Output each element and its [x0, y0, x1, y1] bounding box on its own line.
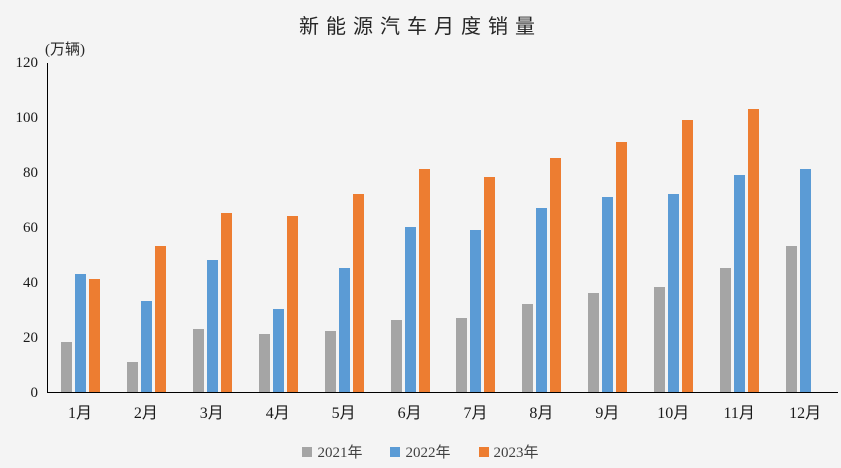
legend-swatch-icon	[478, 446, 489, 457]
bar-2022年-2月	[141, 301, 153, 392]
y-tick-label: 60	[23, 220, 38, 236]
bar-group-6月	[377, 63, 443, 392]
bar-group-9月	[575, 63, 641, 392]
bar-2021年-4月	[258, 334, 270, 392]
y-tick-label: 0	[30, 385, 39, 401]
bar-2023年-3月	[221, 213, 233, 392]
bar-2022年-1月	[75, 274, 87, 392]
bar-2022年-5月	[338, 268, 350, 392]
bar-2022年-7月	[470, 230, 482, 392]
bar-2023年-2月	[155, 246, 167, 392]
bar-group-8月	[509, 63, 575, 392]
bar-2021年-6月	[390, 320, 402, 392]
bar-2021年-2月	[127, 362, 139, 392]
bar-group-11月	[706, 63, 772, 392]
bar-group-3月	[180, 63, 246, 392]
plot-area	[47, 63, 838, 393]
legend-swatch-icon	[302, 446, 313, 457]
x-tick-label: 3月	[199, 405, 224, 422]
bar-2021年-1月	[61, 342, 73, 392]
legend-swatch-icon	[390, 446, 401, 457]
bar-group-2月	[114, 63, 180, 392]
bar-2021年-10月	[653, 287, 665, 392]
x-tick-label: 11月	[723, 405, 755, 422]
chart-title: 新能源汽车月度销量	[299, 16, 542, 38]
x-tick-label: 1月	[67, 405, 92, 422]
bar-2023年-1月	[89, 279, 101, 392]
bar-2021年-3月	[193, 329, 205, 392]
bar-2022年-12月	[799, 169, 811, 392]
legend-label: 2023年	[493, 445, 539, 461]
bar-group-10月	[640, 63, 706, 392]
bar-2022年-11月	[733, 175, 745, 392]
bar-group-5月	[311, 63, 377, 392]
bar-group-7月	[443, 63, 509, 392]
bar-2023年-4月	[286, 216, 298, 392]
legend-item-2022年: 2022年	[390, 441, 451, 462]
y-tick-label: 80	[23, 165, 38, 181]
x-tick-label: 10月	[657, 405, 690, 422]
bar-2021年-11月	[719, 268, 731, 392]
x-tick-label: 8月	[529, 405, 554, 422]
legend-label: 2021年	[317, 445, 363, 461]
legend-label: 2022年	[405, 445, 451, 461]
bar-2022年-4月	[272, 309, 284, 392]
x-tick-label: 5月	[331, 405, 356, 422]
bar-2023年-8月	[550, 158, 562, 392]
bar-2021年-7月	[456, 318, 468, 392]
bar-2022年-3月	[207, 260, 219, 392]
bar-2022年-6月	[404, 227, 416, 392]
bar-2023年-10月	[681, 120, 693, 392]
bar-group-1月	[48, 63, 114, 392]
bar-2022年-9月	[602, 197, 614, 392]
bar-2023年-5月	[352, 194, 364, 392]
y-tick-label: 40	[23, 275, 38, 291]
bar-2023年-6月	[418, 169, 430, 392]
x-tick-label: 7月	[463, 405, 488, 422]
x-tick-label: 9月	[595, 405, 620, 422]
bar-2022年-8月	[536, 208, 548, 392]
legend-item-2021年: 2021年	[302, 441, 362, 462]
bar-2021年-8月	[522, 304, 534, 392]
bar-group-4月	[245, 63, 311, 392]
x-tick-label: 4月	[265, 405, 290, 422]
bar-2022年-10月	[667, 194, 679, 392]
y-tick-label: 20	[23, 330, 38, 346]
x-tick-label: 2月	[133, 405, 158, 422]
bar-2021年-9月	[588, 293, 600, 392]
bar-2023年-9月	[616, 142, 628, 392]
legend-item-2023年: 2023年	[478, 441, 539, 462]
x-tick-label: 6月	[397, 405, 422, 422]
legend: 2021年 2022年 2023年	[0, 441, 841, 462]
bar-2021年-5月	[324, 331, 336, 392]
x-tick-label: 12月	[789, 405, 822, 422]
bar-2023年-11月	[747, 109, 759, 392]
y-axis-unit-label: (万辆)	[45, 42, 85, 58]
bar-2023年-7月	[484, 177, 496, 392]
y-tick-label: 100	[15, 110, 39, 126]
bar-group-12月	[772, 63, 838, 392]
x-axis-labels: 1月 2月 3月 4月 5月 6月 7月 8月 9月 10月 11月 12月	[47, 399, 838, 423]
y-tick-label: 120	[15, 55, 39, 71]
bar-2021年-12月	[785, 246, 797, 392]
